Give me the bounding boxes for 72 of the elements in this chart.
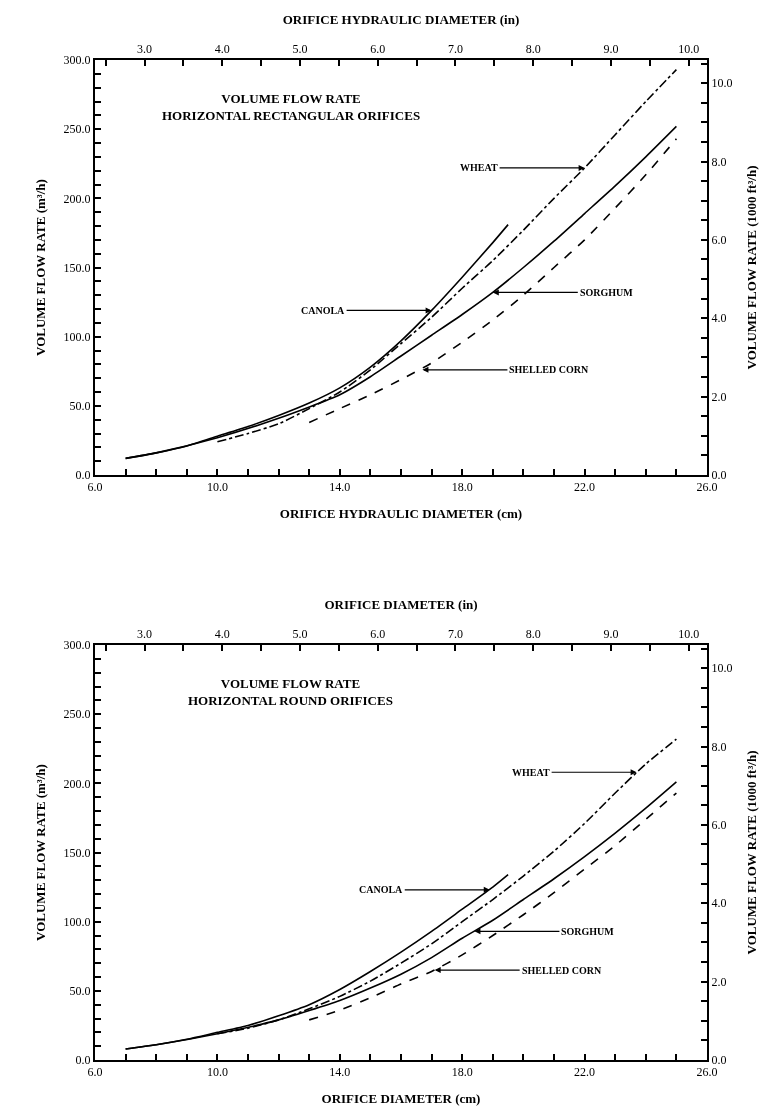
y2-tick-label: 10.0	[711, 76, 733, 91]
x2-axis-title: ORIFICE HYDRAULIC DIAMETER (in)	[282, 11, 520, 27]
y-tick-label: 300.0	[63, 638, 91, 653]
x2-tick-label: 8.0	[525, 627, 541, 642]
text: VOLUME FLOW RATE HORIZONTAL ROUND ORIFICES	[188, 676, 393, 708]
y-tick-label: 250.0	[63, 122, 91, 137]
x2-tick-label: 9.0	[603, 627, 619, 642]
y2-tick-label: 8.0	[711, 154, 727, 169]
x-tick-label: 26.0	[696, 1065, 718, 1080]
y2-tick-label: 2.0	[711, 974, 727, 989]
x2-tick-label: 3.0	[137, 627, 153, 642]
y-tick-label: 100.0	[63, 914, 91, 929]
annotation: WHEAT	[512, 767, 550, 778]
y-axis-title: VOLUME FLOW RATE (m³/h)	[33, 764, 49, 941]
y-tick-label: 250.0	[63, 707, 91, 722]
x-tick-label: 14.0	[329, 480, 351, 495]
x2-tick-label: 8.0	[525, 42, 541, 57]
y-tick-label: 50.0	[69, 984, 91, 999]
x-tick-label: 22.0	[574, 1065, 596, 1080]
x2-tick-label: 4.0	[214, 42, 230, 57]
x-tick-label: 26.0	[696, 480, 718, 495]
y-tick-label: 50.0	[69, 399, 91, 414]
x-tick-label: 18.0	[451, 1065, 473, 1080]
x2-tick-label: 9.0	[603, 42, 619, 57]
x2-tick-label: 4.0	[214, 627, 230, 642]
y-axis-title: VOLUME FLOW RATE (m³/h)	[33, 179, 49, 356]
y2-tick-label: 4.0	[711, 896, 727, 911]
y-tick-label: 300.0	[63, 53, 91, 68]
y2-axis-title: VOLUME FLOW RATE (1000 ft³/h)	[743, 750, 759, 955]
y2-tick-label: 0.0	[711, 1053, 727, 1068]
x-tick-label: 10.0	[206, 480, 228, 495]
x-tick-label: 22.0	[574, 480, 596, 495]
text: VOLUME FLOW RATE HORIZONTAL RECTANGULAR ORIFICES	[162, 91, 421, 123]
x2-tick-label: 10.0	[678, 42, 700, 57]
x2-tick-label: 7.0	[447, 42, 463, 57]
y2-tick-label: 4.0	[711, 311, 727, 326]
x2-tick-label: 10.0	[678, 627, 700, 642]
y2-tick-label: 10.0	[711, 661, 733, 676]
y-tick-label: 0.0	[75, 468, 91, 483]
y2-tick-label: 2.0	[711, 389, 727, 404]
x2-tick-label: 3.0	[137, 42, 153, 57]
x-tick-label: 6.0	[87, 480, 103, 495]
y-tick-label: 100.0	[63, 329, 91, 344]
annotation: CANOLA	[301, 305, 346, 316]
y2-tick-label: 6.0	[711, 818, 727, 833]
annotation: SHELLED CORN	[509, 364, 589, 375]
y-tick-label: 150.0	[63, 260, 91, 275]
y-tick-label: 200.0	[63, 776, 91, 791]
x2-tick-label: 6.0	[370, 42, 386, 57]
y2-tick-label: 6.0	[711, 233, 727, 248]
x-tick-label: 6.0	[87, 1065, 103, 1080]
y2-tick-label: 0.0	[711, 468, 727, 483]
y-tick-label: 200.0	[63, 191, 91, 206]
annotation: WHEAT	[460, 162, 498, 173]
x2-tick-label: 5.0	[292, 42, 308, 57]
annotation: SORGHUM	[580, 287, 634, 298]
x-tick-label: 14.0	[329, 1065, 351, 1080]
x2-axis-title: ORIFICE DIAMETER (in)	[324, 596, 478, 612]
y-tick-label: 0.0	[75, 1053, 91, 1068]
x-tick-label: 10.0	[206, 1065, 228, 1080]
x-axis-title: ORIFICE HYDRAULIC DIAMETER (cm)	[279, 505, 523, 521]
x2-tick-label: 7.0	[447, 627, 463, 642]
y2-tick-label: 8.0	[711, 739, 727, 754]
x-axis-title: ORIFICE DIAMETER (cm)	[321, 1090, 481, 1106]
annotation: CANOLA	[359, 884, 404, 895]
x2-tick-label: 6.0	[370, 627, 386, 642]
y-tick-label: 150.0	[63, 845, 91, 860]
y2-axis-title: VOLUME FLOW RATE (1000 ft³/h)	[743, 165, 759, 370]
x-tick-label: 18.0	[451, 480, 473, 495]
x2-tick-label: 5.0	[292, 627, 308, 642]
annotation: SORGHUM	[561, 926, 615, 937]
annotation: SHELLED CORN	[522, 965, 602, 976]
